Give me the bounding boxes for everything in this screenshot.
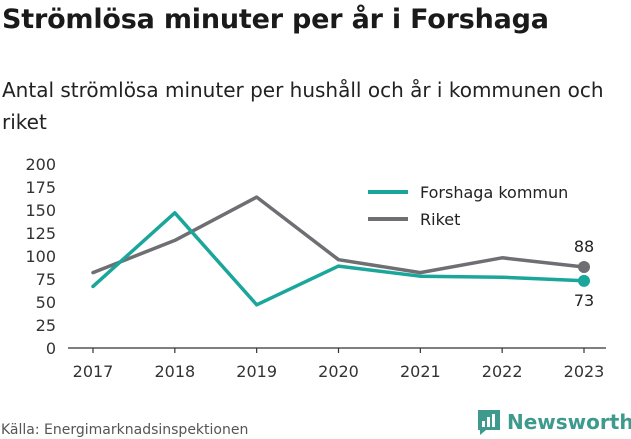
y-tick-label: 75 <box>36 270 56 289</box>
x-tick-label: 2019 <box>236 362 277 381</box>
end-point-forshaga <box>578 274 590 287</box>
series-line-forshaga <box>91 211 586 307</box>
legend-background <box>360 176 596 236</box>
y-tick-label: 200 <box>25 155 56 174</box>
y-tick-label: 0 <box>46 339 56 358</box>
brand-logo: Newsworthy <box>476 408 631 436</box>
end-label-riket: 88 <box>574 237 594 256</box>
page-title: Strömlösa minuter per år i Forshaga <box>2 4 549 35</box>
newsworthy-logo-icon <box>478 410 500 435</box>
x-tick-label: 2017 <box>73 362 114 381</box>
legend-label-forshaga: Forshaga kommun <box>420 183 568 202</box>
x-tick-label: 2023 <box>564 362 605 381</box>
series-layer: 88 73 <box>91 195 594 310</box>
source-note: Källa: Energimarknadsinspektionen <box>1 422 249 438</box>
y-tick-label: 25 <box>36 316 56 335</box>
x-axis: 2017 2018 2019 2020 2021 2022 2023 <box>68 347 606 381</box>
y-tick-label: 125 <box>25 224 56 243</box>
y-tick-label: 150 <box>25 201 56 220</box>
series-line-riket <box>91 195 586 275</box>
end-label-forshaga: 73 <box>574 291 594 310</box>
x-tick-label: 2022 <box>482 362 523 381</box>
end-point-riket <box>578 261 590 274</box>
x-tick-label: 2018 <box>154 362 195 381</box>
legend: Forshaga kommun Riket <box>360 176 596 236</box>
y-tick-label: 175 <box>25 178 56 197</box>
page-subtitle: Antal strömlösa minuter per hushåll och … <box>2 78 604 134</box>
brand-name: Newsworthy <box>507 410 631 434</box>
y-tick-label: 100 <box>25 247 56 266</box>
legend-label-riket: Riket <box>420 210 460 229</box>
x-tick-label: 2020 <box>318 362 359 381</box>
y-tick-label: 50 <box>36 293 56 312</box>
y-axis: 0 25 50 75 100 125 150 175 200 <box>25 155 56 358</box>
x-tick-label: 2021 <box>400 362 441 381</box>
